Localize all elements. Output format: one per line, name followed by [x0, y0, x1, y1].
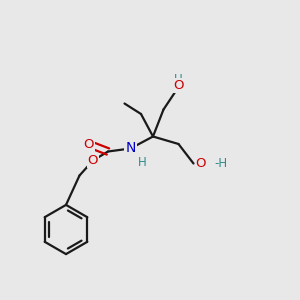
Text: O: O [88, 154, 98, 167]
Text: -H: -H [214, 157, 227, 170]
Text: O: O [173, 79, 184, 92]
Text: O: O [196, 157, 206, 170]
Text: O: O [83, 137, 94, 151]
Text: N: N [125, 142, 136, 155]
Text: H: H [174, 73, 183, 86]
Text: H: H [138, 155, 147, 169]
